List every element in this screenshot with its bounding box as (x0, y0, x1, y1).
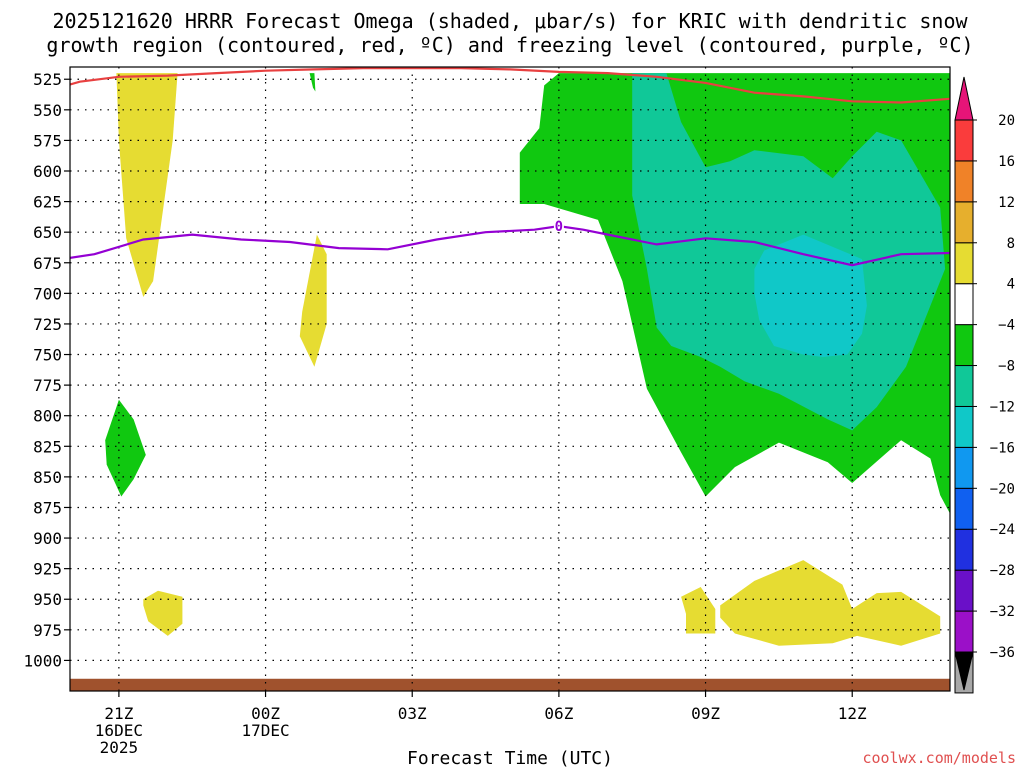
colorbar-label: 16 (998, 154, 1015, 170)
omega-region-pos-low-left (143, 590, 183, 636)
y-tick-label: 800 (33, 407, 62, 426)
colorbar-band (954, 324, 974, 367)
colorbar-band (954, 405, 974, 448)
plot-area: 0 (70, 67, 950, 691)
x-tick-label: 12Z (838, 704, 867, 723)
y-tick-label: 700 (33, 284, 62, 303)
x-tick-label: 00Z (251, 704, 280, 723)
colorbar-label: −36 (990, 645, 1015, 661)
x-tick-label: 09Z (691, 704, 720, 723)
colorbar-label: −16 (990, 440, 1015, 456)
y-tick-label: 625 (33, 193, 62, 212)
x-axis-label: Forecast Time (UTC) (407, 748, 613, 768)
surface-ground (70, 678, 950, 691)
y-tick-label: 1000 (23, 651, 62, 670)
credit-watermark: coolwx.com/models (862, 749, 1016, 767)
colorbar-label: −20 (990, 481, 1015, 497)
colorbar-band (954, 242, 974, 285)
y-tick-label: 900 (33, 529, 62, 548)
omega-region-neg-top-tiny (309, 73, 316, 92)
colorbar-band (954, 160, 974, 203)
x-tick-label: 06Z (544, 704, 573, 723)
freezing-level-label: 0 (555, 219, 563, 235)
freezing-level-label-bg (553, 218, 564, 233)
y-tick-label: 650 (33, 223, 62, 242)
omega-region-neg-low-left (105, 399, 146, 497)
y-tick-label: 925 (33, 560, 62, 579)
omega-shading-layer (105, 73, 950, 646)
x-tick-date-label: 16DEC (95, 721, 143, 740)
x-tick-date-label: 17DEC (241, 721, 289, 740)
dendritic-growth-contour (70, 67, 950, 104)
colorbar-label: −4 (998, 318, 1015, 334)
colorbar-band (954, 487, 974, 530)
colorbar-label: −32 (990, 604, 1015, 620)
y-tick-label: 550 (33, 101, 62, 120)
y-tick-label: 850 (33, 468, 62, 487)
colorbar-label: 12 (998, 195, 1015, 211)
colorbar: 20 16 12 8 4 −4 −8 −12 −16 −20 −24 −28 −32 −36 (954, 76, 1015, 694)
omega-region-pos-low-right (720, 560, 941, 646)
x-tick-label: 21Z (104, 704, 133, 723)
y-tick-label: 750 (33, 346, 62, 365)
y-tick-label: 950 (33, 590, 62, 609)
contour-layer: 0 (70, 67, 950, 267)
colorbar-band (954, 119, 974, 162)
omega-region-pos-upper-left (116, 73, 178, 297)
colorbar-band (954, 446, 974, 489)
y-tick-label: 775 (33, 376, 62, 395)
surface-layer (70, 678, 950, 691)
omega-region-pos-mid-small (299, 234, 327, 367)
colorbar-label: −12 (990, 399, 1015, 415)
axes-layer: 525 550 575 600 625 650 675 700 725 750 775 800 825 8… (23, 66, 951, 757)
colorbar-band (954, 283, 974, 326)
colorbar-band (954, 528, 974, 571)
freezing-level-contour (70, 224, 950, 267)
y-tick-label: 725 (33, 315, 62, 334)
x-tick-date-label: 2025 (100, 738, 139, 757)
plot-frame (69, 66, 951, 692)
y-tick-label: 600 (33, 162, 62, 181)
y-tick-label: 975 (33, 621, 62, 640)
y-tick-label: 825 (33, 437, 62, 456)
colorbar-label: −24 (990, 522, 1015, 538)
omega-region-neg-cyan (754, 234, 867, 357)
colorbar-band (954, 365, 974, 407)
y-tick-label: 875 (33, 498, 62, 517)
chart-title-line1: 2025121620 HRRR Forecast Omega (shaded, … (52, 9, 968, 33)
x-tick-label: 03Z (398, 704, 427, 723)
y-tick-label: 675 (33, 254, 62, 273)
colorbar-bottom-arrow (954, 651, 974, 691)
colorbar-label: 8 (1007, 236, 1015, 252)
colorbar-band (954, 569, 974, 612)
colorbar-label: −28 (990, 563, 1015, 579)
omega-region-pos-low-mid (681, 587, 716, 634)
chart-title-line2: growth region (contoured, red, ºC) and f… (46, 33, 973, 57)
colorbar-label: 4 (1007, 277, 1015, 293)
colorbar-band (954, 201, 974, 244)
colorbar-label: −8 (998, 359, 1015, 375)
y-tick-label: 525 (33, 70, 62, 89)
colorbar-label: 20 (998, 113, 1015, 129)
colorbar-top-arrow (954, 76, 974, 121)
y-tick-label: 575 (33, 131, 62, 150)
colorbar-band (954, 610, 974, 653)
